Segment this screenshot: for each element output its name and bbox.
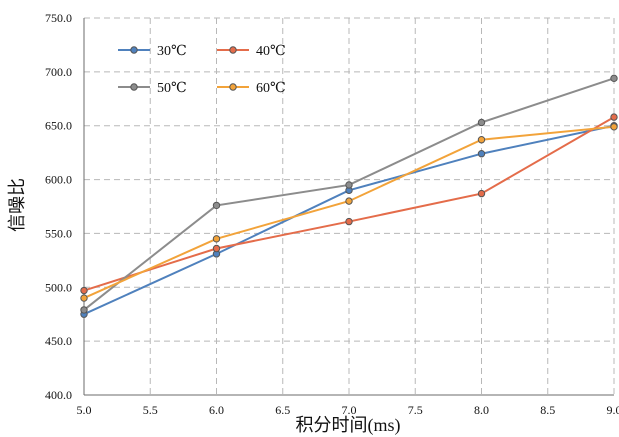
data-point [80, 306, 88, 314]
data-point [345, 217, 353, 226]
legend-item: 50℃ [118, 81, 187, 96]
x-tick-label: 5.5 [143, 403, 158, 417]
legend-item: 40℃ [217, 44, 286, 59]
y-tick-label: 450.0 [45, 334, 72, 348]
legend-label: 40℃ [256, 44, 286, 59]
y-tick-label: 650.0 [45, 119, 72, 133]
data-point [477, 189, 486, 198]
legend-marker [229, 83, 237, 91]
series-group [80, 123, 618, 302]
data-point [80, 294, 88, 302]
series-layer [80, 74, 618, 318]
legend-label: 30℃ [157, 44, 187, 59]
grid-layer [84, 17, 615, 395]
x-tick-label: 5.0 [77, 403, 92, 417]
ticks-layer: 400.0 450.0 500.0 550.0 600.0 650.0 700.0 750.0… [45, 11, 619, 417]
legend-item: 60℃ [217, 81, 286, 96]
y-tick-label: 750.0 [45, 11, 72, 25]
x-tick-label: 8.0 [474, 403, 489, 417]
data-point [80, 286, 88, 295]
x-tick-label: 7.0 [342, 403, 357, 417]
x-tick-label: 6.0 [209, 403, 224, 417]
legend-label: 60℃ [256, 81, 286, 96]
data-point [345, 197, 353, 205]
data-point [477, 150, 486, 158]
data-point [212, 244, 221, 253]
y-tick-label: 700.0 [45, 65, 72, 79]
data-point [610, 113, 618, 121]
y-tick-label: 550.0 [45, 226, 72, 240]
x-tick-label: 9.0 [607, 403, 619, 417]
y-axis-title: 信噪比 [7, 178, 27, 232]
data-point [345, 181, 353, 189]
x-tick-label: 8.5 [540, 403, 555, 417]
y-tick-label: 500.0 [45, 280, 72, 294]
y-tick-label: 600.0 [45, 173, 72, 187]
axes-layer [83, 18, 614, 396]
legend-item: 30℃ [118, 44, 187, 59]
series-group [80, 113, 618, 295]
legend: 30℃ 40℃ 50℃ 60℃ [118, 44, 286, 96]
data-point [610, 74, 618, 83]
x-tick-label: 7.5 [408, 403, 423, 417]
data-point [212, 201, 221, 210]
legend-marker [130, 46, 138, 54]
legend-marker [130, 83, 138, 91]
x-axis-title: 积分时间(ms) [296, 415, 401, 436]
y-tick-label: 400.0 [45, 388, 72, 402]
data-point [477, 136, 486, 144]
data-point [212, 235, 221, 243]
data-point [610, 123, 618, 131]
legend-marker [229, 46, 237, 54]
legend-label: 50℃ [157, 81, 187, 96]
series-group [80, 74, 618, 314]
x-tick-label: 6.5 [275, 403, 290, 417]
data-point [477, 118, 486, 127]
